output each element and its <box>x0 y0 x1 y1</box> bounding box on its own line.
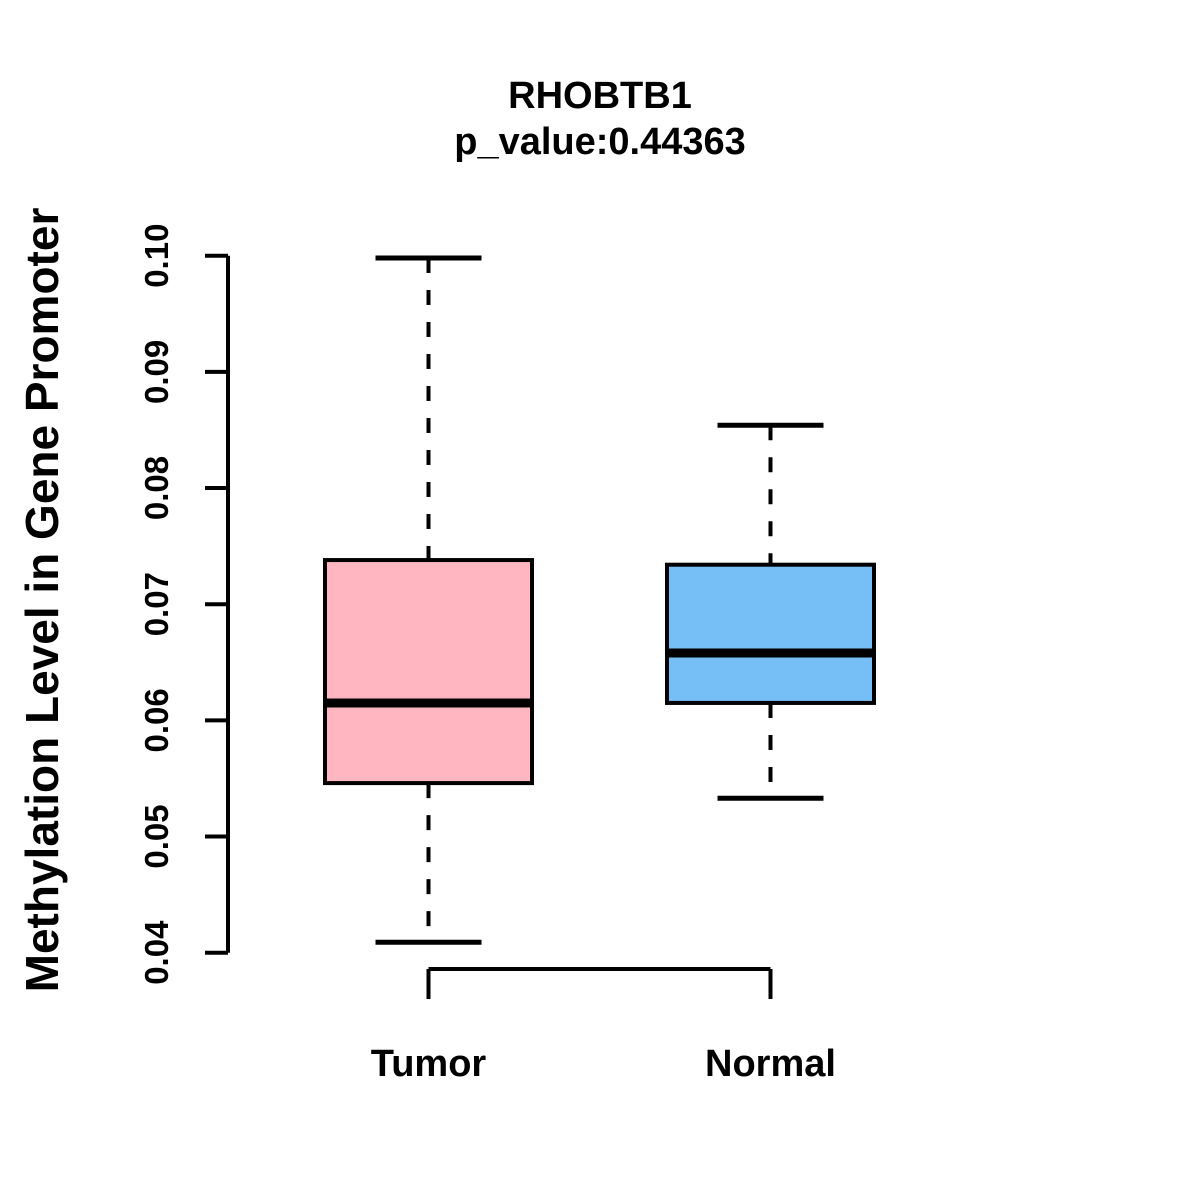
y-tick-label: 0.09 <box>138 340 175 404</box>
y-tick-label: 0.07 <box>138 572 175 636</box>
chart-subtitle: p_value:0.44363 <box>454 121 746 163</box>
normal-box <box>665 562 876 705</box>
y-tick-label: 0.10 <box>138 224 175 288</box>
x-tick-label-tumor: Tumor <box>371 1043 487 1085</box>
chart-layer: 0.04 0.05 0.06 0.07 0.08 0.09 0.10 Tumor Normal <box>138 224 876 1085</box>
y-tick-label: 0.06 <box>138 688 175 752</box>
x-tick-label-normal: Normal <box>705 1043 836 1085</box>
y-tick-label: 0.05 <box>138 804 175 868</box>
y-tick-label: 0.04 <box>138 920 175 985</box>
y-axis-label: Methylation Level in Gene Promoter <box>16 208 68 993</box>
tumor-box <box>323 558 534 786</box>
chart-title: RHOBTB1 <box>508 75 692 117</box>
y-tick-label: 0.08 <box>138 456 175 520</box>
